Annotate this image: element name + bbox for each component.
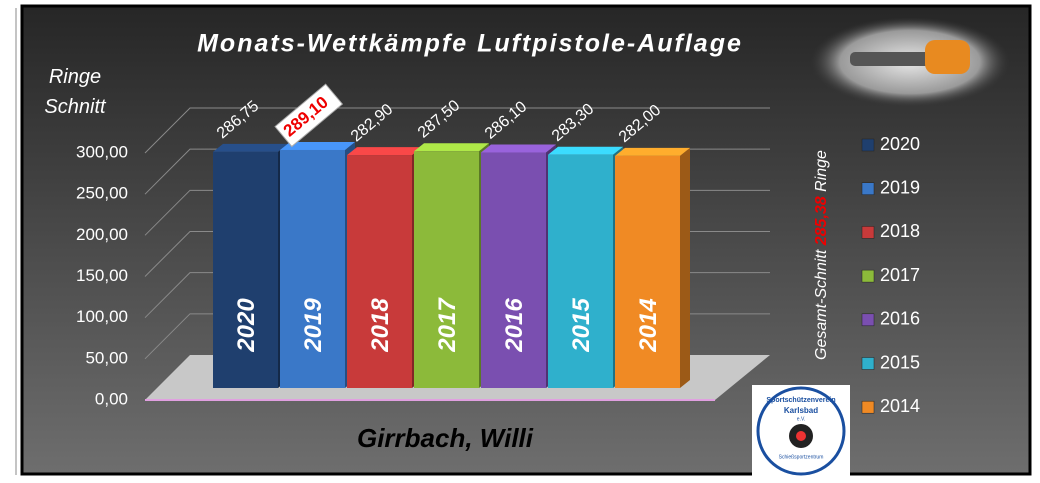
- legend-swatch: [861, 400, 875, 414]
- y-tick-label: 150,00: [76, 266, 128, 285]
- legend-swatch: [861, 226, 875, 239]
- legend-label: 2019: [880, 177, 920, 197]
- chart-title: Monats-Wettkämpfe Luftpistole-Auflage: [197, 30, 743, 58]
- bar: [280, 149, 345, 388]
- legend-swatch: [861, 138, 875, 152]
- bar-top: [213, 143, 288, 152]
- bar-top: [548, 146, 623, 155]
- footer: Girrbach, Willi: [357, 423, 534, 453]
- legend-label: 2018: [880, 221, 920, 241]
- annotation-suffix: Ringe: [813, 150, 830, 192]
- bar-top: [414, 143, 489, 152]
- bar-category-label: 2017: [434, 297, 461, 353]
- logo-text: Schießsportzentrum: [779, 454, 824, 460]
- bar-side: [680, 147, 690, 388]
- bar-top: [280, 141, 355, 150]
- pistol-grip: [925, 40, 970, 74]
- y-tick-label: 300,00: [76, 142, 128, 161]
- y-tick-label: 50,00: [85, 348, 128, 367]
- logo-text: Sportschützenverein: [766, 397, 835, 404]
- legend-swatch: [861, 313, 875, 327]
- y-tick-label: 200,00: [76, 225, 128, 244]
- legend-swatch: [861, 357, 875, 370]
- logo-text: e.V.: [797, 416, 805, 422]
- bar: [548, 154, 613, 388]
- bar-category-label: 2016: [501, 298, 528, 353]
- annotation-value: 285,38: [813, 196, 830, 246]
- logo-text: Karlsbad: [784, 406, 818, 415]
- legend-swatch: [861, 182, 875, 195]
- y-tick-label: 100,00: [76, 307, 128, 326]
- bar-category-label: 2015: [568, 298, 595, 353]
- bar-top: [481, 144, 556, 153]
- bar-category-label: 2020: [233, 298, 260, 353]
- y-tick-label: 0,00: [95, 389, 128, 408]
- bar-category-label: 2018: [367, 298, 394, 353]
- annotation: Gesamt-Schnitt 285,38 Ringe: [813, 150, 830, 360]
- legend-label: 2020: [880, 134, 920, 154]
- bar-category-label: 2014: [635, 298, 662, 352]
- legend-label: 2016: [880, 309, 920, 329]
- bar: [615, 155, 680, 388]
- bar: [347, 155, 412, 388]
- y-axis-label: Ringe Schnitt: [44, 66, 106, 118]
- bar-category-label: 2019: [300, 298, 327, 353]
- legend-swatch: [861, 269, 875, 283]
- logo: Sportschützenverein Karlsbad e.V. Schieß…: [752, 385, 850, 477]
- bar: [414, 151, 479, 388]
- bar: [213, 151, 278, 388]
- bar-top: [615, 147, 690, 156]
- annotation-prefix: Gesamt-Schnitt: [813, 249, 830, 360]
- bar: [481, 152, 546, 388]
- legend-label: 2014: [880, 396, 920, 416]
- value-label-box: [274, 83, 344, 148]
- annotation-text: Gesamt-Schnitt 285,38 Ringe: [813, 150, 830, 360]
- plot: 0,00 50,00 100,00 150,00 200,00 250,00 300,00 2…: [76, 83, 920, 416]
- legend-label: 2015: [880, 352, 920, 372]
- logo-target-center: [796, 431, 806, 441]
- y-tick-label: 250,00: [76, 184, 128, 203]
- bar-top: [347, 147, 422, 156]
- grid-line: [144, 107, 770, 154]
- legend-label: 2017: [880, 265, 920, 285]
